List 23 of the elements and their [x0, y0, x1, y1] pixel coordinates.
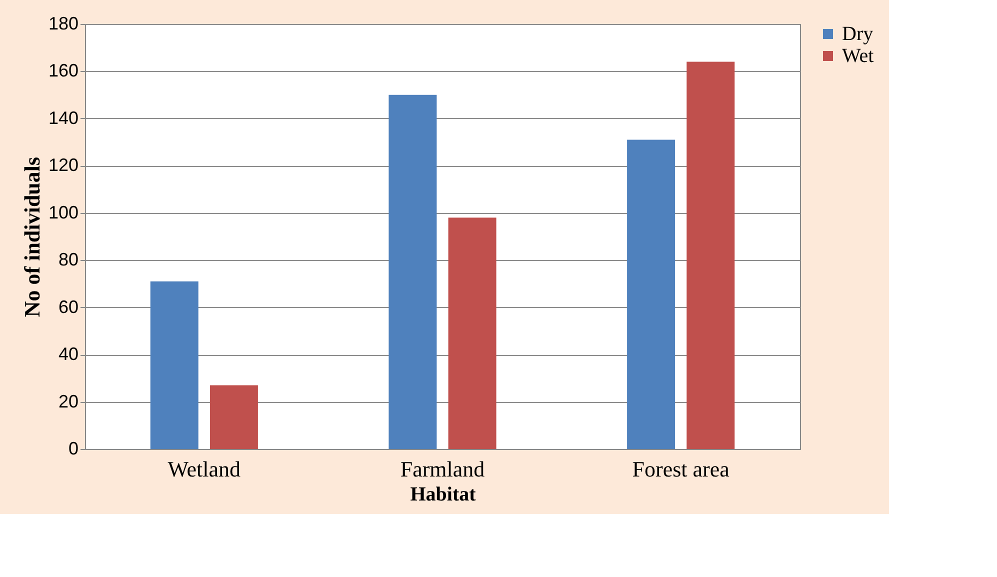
y-tick-label: 160 [48, 60, 78, 81]
y-axis-title: No of individuals [19, 156, 44, 318]
y-tick-label: 80 [58, 250, 78, 270]
legend-label: Wet [842, 45, 874, 67]
y-tick-label: 140 [48, 108, 78, 128]
x-tick-label: Forest area [632, 456, 730, 482]
x-tick-label: Farmland [400, 456, 485, 482]
bar [448, 218, 496, 449]
bar [627, 140, 676, 449]
y-tick-label: 120 [48, 155, 78, 176]
y-tick-label: 40 [58, 344, 78, 364]
bar [210, 385, 258, 449]
bar [686, 62, 735, 449]
y-tick-label: 60 [58, 296, 78, 317]
x-tick-label: Wetland [168, 456, 241, 482]
y-tick-label: 20 [58, 391, 78, 412]
bar [150, 281, 198, 449]
y-tick-label: 100 [48, 202, 78, 222]
y-tick-label: 0 [68, 438, 78, 458]
legend-label: Dry [842, 23, 874, 45]
bar [388, 94, 437, 449]
x-axis-title: Habitat [410, 484, 476, 506]
y-tick-label: 180 [48, 14, 78, 34]
